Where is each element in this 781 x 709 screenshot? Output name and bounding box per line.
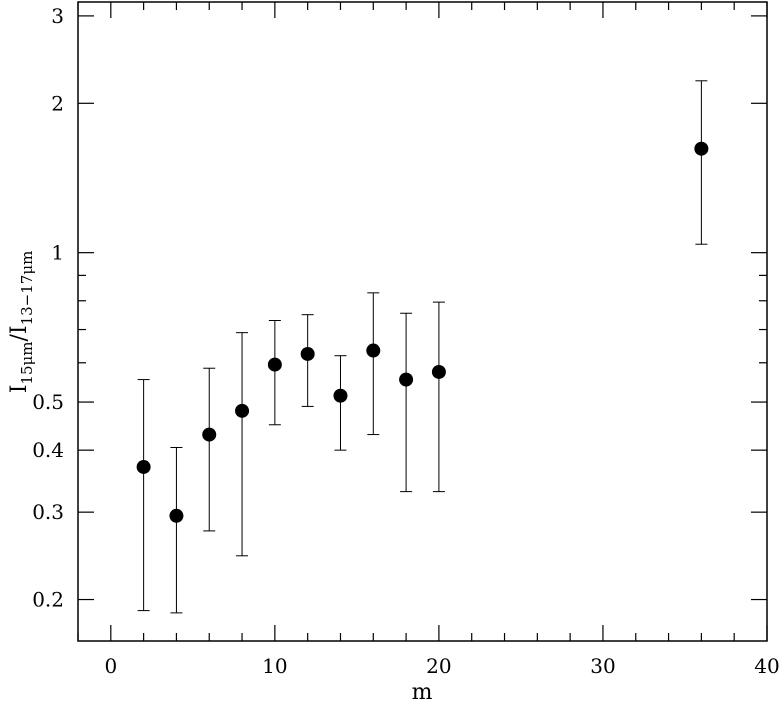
- data-point: [169, 508, 184, 523]
- x-tick-label: 0: [104, 654, 117, 678]
- data-point: [300, 346, 315, 361]
- x-tick-label: 30: [590, 654, 615, 678]
- axis-ticks: [77, 2, 768, 641]
- y-tick-label: 1: [51, 241, 64, 265]
- data-point: [136, 459, 151, 474]
- y-axis-label: I15μm/I13−17μm: [7, 251, 36, 394]
- data-point: [267, 357, 282, 372]
- y-tick-label: 2: [51, 91, 64, 115]
- data-point: [235, 403, 250, 418]
- data-point: [399, 372, 414, 387]
- plot-frame: [77, 1, 768, 642]
- x-tick-label: 40: [754, 654, 779, 678]
- data-points: [136, 141, 709, 523]
- x-tick-label: 10: [262, 654, 287, 678]
- data-point: [694, 141, 709, 156]
- y-label-prefix: I: [7, 385, 32, 394]
- y-tick-label: 0.5: [32, 390, 64, 414]
- x-tick-label: 20: [426, 654, 451, 678]
- y-tick-label: 0.4: [32, 438, 64, 462]
- y-tick-label: 0.3: [32, 500, 64, 524]
- data-point: [333, 388, 348, 403]
- tick-labels: 0 10 20 30 40 0.2 0.3 0.4 0.5 1 2 3: [32, 4, 780, 678]
- data-point: [366, 343, 381, 358]
- data-point: [202, 427, 217, 442]
- y-label-slash: /I: [7, 325, 32, 341]
- y-tick-label: 0.2: [32, 588, 64, 612]
- y-tick-label: 3: [51, 4, 64, 28]
- y-label-subscript-2: 13−17μm: [18, 251, 36, 326]
- y-label-subscript-1: 15μm: [18, 342, 36, 385]
- x-axis-label: m: [412, 680, 433, 705]
- error-bars: [137, 80, 708, 614]
- data-point: [431, 364, 446, 379]
